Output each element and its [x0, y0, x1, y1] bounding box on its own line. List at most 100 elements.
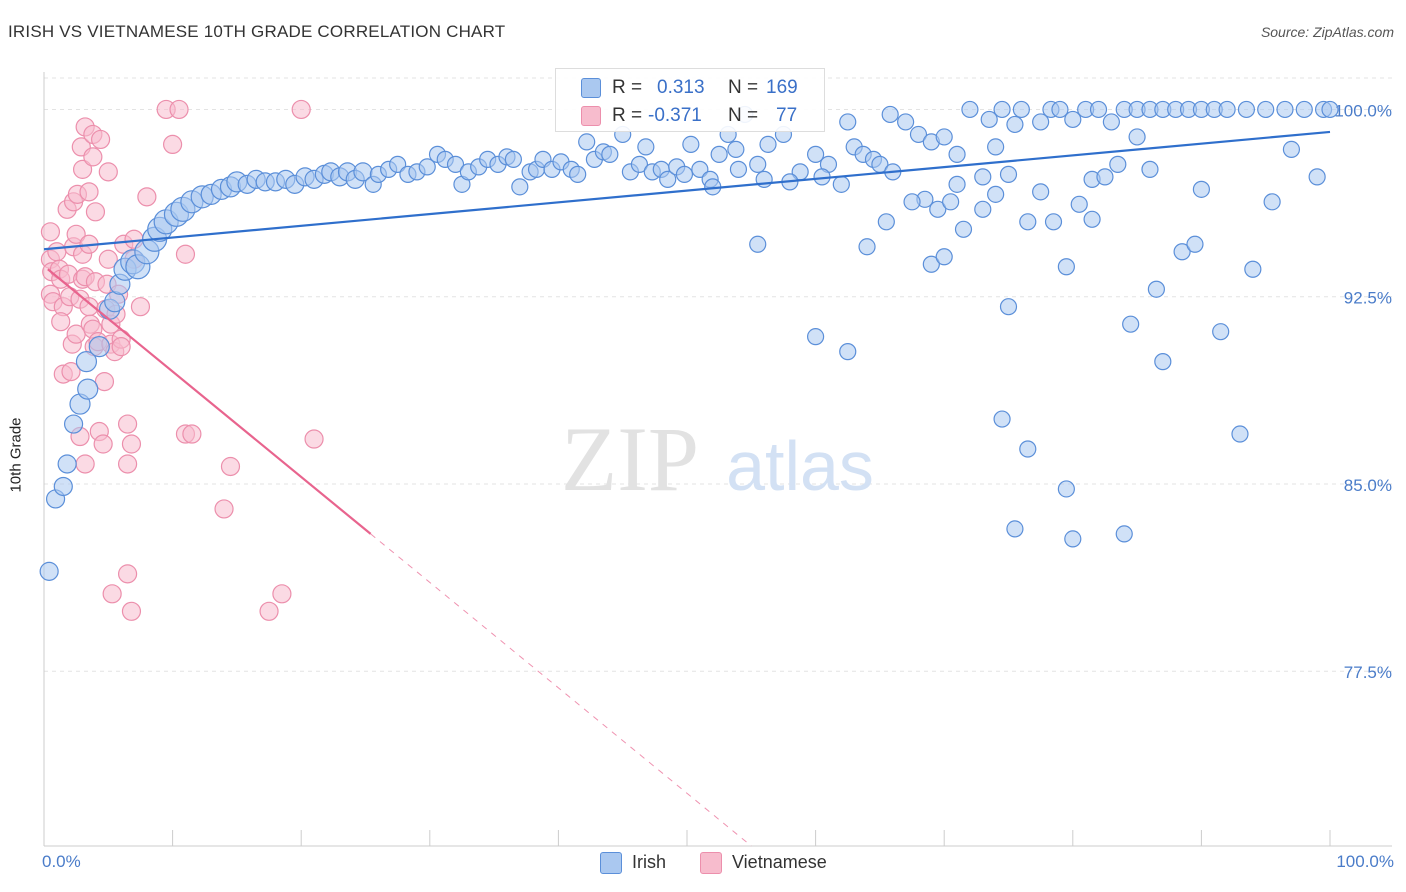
irish-point	[53, 476, 73, 497]
irish-point	[1096, 168, 1114, 186]
x-tick-max: 100.0%	[1336, 852, 1394, 871]
bottom-irish-swatch	[600, 852, 622, 875]
y-tick-label: 100.0%	[1334, 101, 1392, 120]
irish-point	[1006, 520, 1024, 538]
vietnamese-point	[72, 159, 93, 179]
watermark: ZIP atlas	[561, 408, 874, 510]
vietnamese-point	[90, 129, 111, 150]
irish-point	[1032, 113, 1050, 131]
irish-point	[806, 145, 825, 163]
irish-point	[1057, 258, 1075, 276]
irish-point	[1006, 115, 1024, 134]
irish-point	[881, 105, 899, 124]
irish-trend-line	[43, 130, 1331, 251]
irish-point	[1237, 100, 1256, 119]
irish-point	[877, 213, 895, 231]
irish-point	[389, 155, 407, 173]
irish-point	[909, 125, 928, 144]
irish-point	[987, 138, 1005, 156]
irish-swatch	[581, 78, 601, 98]
irish-point	[1064, 530, 1082, 548]
bottom-legend-irish: Irish	[600, 852, 667, 875]
y-tick-label: 85.0%	[1344, 476, 1392, 495]
vietnamese-point	[169, 99, 189, 120]
irish-point	[1051, 100, 1069, 119]
grid-lines	[44, 77, 1392, 672]
irish-point	[682, 135, 700, 154]
irish-point	[601, 145, 619, 163]
vietnamese-point	[175, 244, 196, 264]
irish-point	[954, 220, 973, 238]
vietnamese-point	[47, 242, 67, 262]
vietnamese-point	[163, 134, 183, 155]
irish-point	[929, 200, 947, 218]
irish-point	[1064, 110, 1082, 129]
vietnamese-swatch	[581, 106, 601, 126]
vietnamese-point	[102, 584, 122, 604]
bottom-irish-label: Irish	[632, 852, 667, 872]
bottom-vietnamese-label: Vietnamese	[732, 852, 827, 872]
vietnamese-point	[94, 372, 115, 392]
vietnamese-point	[66, 224, 86, 244]
watermark-atlas: atlas	[726, 427, 874, 505]
irish-point	[1019, 440, 1037, 458]
irish-point	[691, 160, 709, 178]
irish-point	[1070, 195, 1088, 213]
irish-point	[1141, 160, 1159, 178]
irish-point	[999, 165, 1018, 183]
vietnamese-point	[121, 434, 142, 454]
irish-point	[39, 561, 59, 581]
watermark-zip: ZIP	[561, 408, 699, 510]
irish-point	[993, 100, 1011, 119]
irish-point	[839, 343, 857, 361]
vietnamese-point	[93, 434, 113, 454]
irish-point	[1109, 155, 1127, 173]
irish-point	[729, 160, 748, 178]
irish-r-label: R =	[612, 77, 643, 98]
irish-point	[903, 193, 921, 211]
legend-row-irish: R = 0.313 N = 169	[556, 73, 824, 101]
irish-point	[75, 351, 98, 373]
vietnamese-point	[117, 564, 138, 584]
irish-point	[1231, 425, 1249, 443]
irish-point	[942, 193, 960, 211]
irish-point	[1083, 210, 1101, 228]
vietnamese-r-value: -0.371	[648, 105, 702, 126]
vietnamese-point	[117, 414, 138, 434]
irish-point	[1122, 315, 1140, 333]
irish-point	[57, 454, 77, 474]
vietnamese-point	[214, 499, 234, 519]
irish-point	[710, 145, 728, 163]
y-tick-label: 92.5%	[1344, 289, 1392, 308]
irish-point	[993, 410, 1011, 428]
irish-point	[1192, 180, 1211, 198]
chart-title: IRISH VS VIETNAMESE 10TH GRADE CORRELATI…	[8, 22, 506, 41]
irish-point	[569, 165, 587, 183]
irish-point	[1147, 280, 1165, 298]
irish-point	[948, 175, 966, 193]
vietnamese-r-label: R =	[612, 105, 643, 126]
x-tick-min: 0.0%	[42, 852, 81, 871]
irish-point	[980, 110, 998, 129]
correlation-legend: R = 0.313 N = 169 R = -0.371 N = 77	[555, 68, 825, 132]
irish-point	[418, 158, 436, 176]
vietnamese-trend-line	[47, 268, 372, 535]
irish-point	[1295, 100, 1313, 119]
irish-point	[832, 175, 850, 193]
irish-point	[999, 298, 1018, 316]
vietnamese-point	[85, 202, 106, 222]
vietnamese-point	[137, 187, 157, 207]
irish-point	[1308, 168, 1326, 186]
irish-n-label: N =	[728, 77, 759, 98]
irish-point	[987, 185, 1005, 203]
irish-point	[961, 100, 979, 119]
irish-point	[637, 138, 655, 156]
irish-point	[806, 328, 825, 346]
vietnamese-point	[111, 337, 131, 357]
irish-point	[1115, 525, 1133, 543]
irish-point	[1154, 353, 1172, 371]
irish-point	[897, 113, 915, 131]
vietnamese-point	[79, 182, 99, 202]
legend-row-vietnamese: R = -0.371 N = 77	[556, 101, 824, 129]
y-tick-label: 77.5%	[1344, 663, 1392, 682]
